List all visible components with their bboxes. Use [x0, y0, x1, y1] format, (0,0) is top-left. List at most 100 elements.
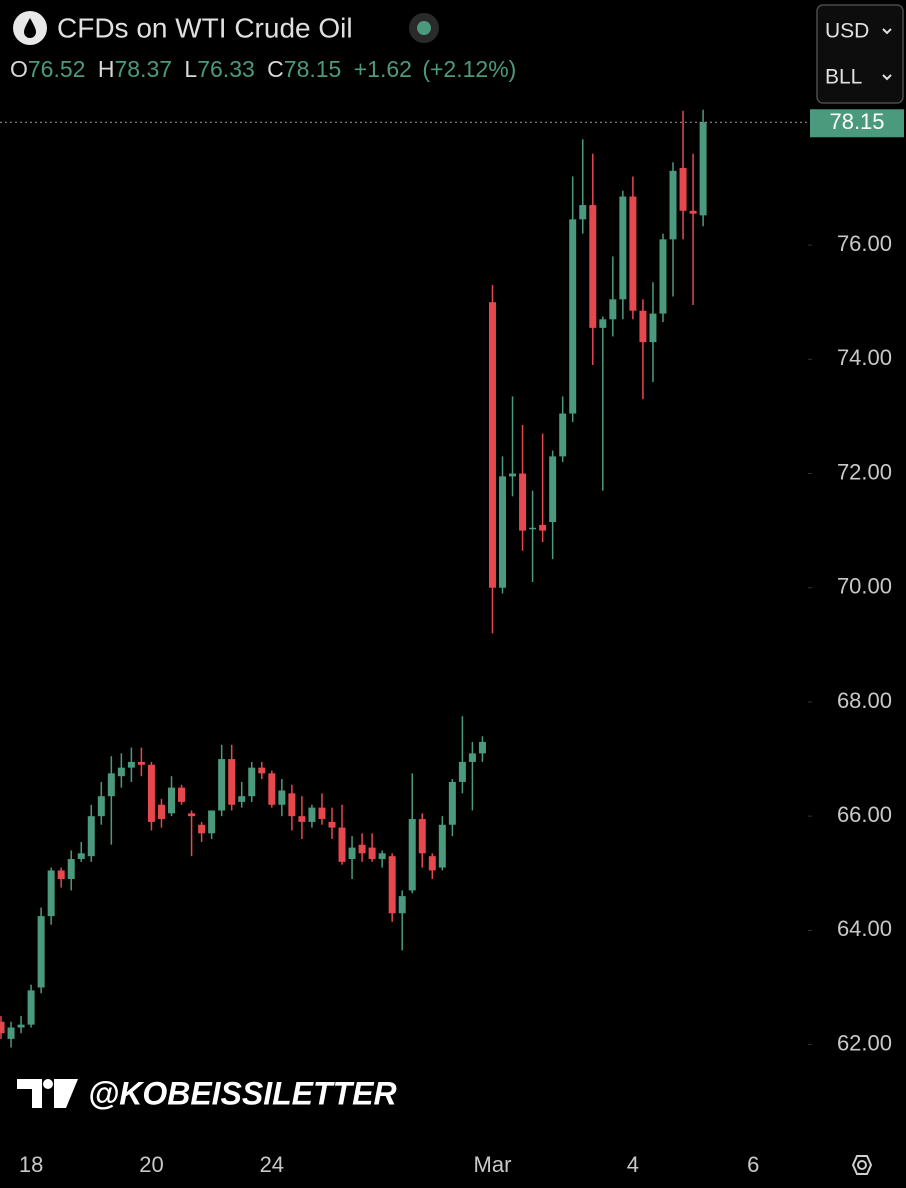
last-price-label: 78.15	[829, 109, 884, 134]
chevron	[882, 28, 892, 35]
candle-body	[488, 302, 496, 588]
candle-body	[208, 810, 216, 834]
candle-body	[147, 764, 155, 822]
currency-button[interactable]: USD	[825, 20, 869, 43]
candle-body	[218, 759, 226, 811]
candle-body	[689, 210, 697, 214]
ohlc-key: C	[267, 56, 284, 82]
candle-body	[549, 456, 557, 523]
candle-body	[188, 813, 196, 817]
candle-body	[519, 473, 527, 531]
unit-selector	[816, 4, 904, 104]
candle-body	[77, 853, 85, 860]
candle-body	[17, 1024, 25, 1028]
candle-body	[328, 821, 336, 828]
candle-body	[107, 773, 115, 797]
candle-body	[248, 767, 256, 797]
ohlc-key: H	[98, 56, 115, 82]
watermark: @KOBEISSILETTER	[88, 1075, 397, 1111]
candle-body	[398, 896, 406, 914]
candle-body	[37, 916, 45, 988]
candle-body	[448, 781, 456, 825]
candle-body	[67, 859, 75, 879]
candle-body	[97, 796, 105, 817]
plot-area: 62.00 64.00 66.00 68.00 70.00 72.00 74.00 76.00…	[0, 109, 904, 1177]
candle-body	[659, 239, 667, 314]
candle-body	[559, 413, 567, 457]
candle-body	[178, 787, 186, 802]
x-tick-label: 24	[260, 1152, 284, 1177]
candle-body	[388, 856, 396, 914]
unit-button[interactable]: BLL	[825, 66, 862, 89]
candle-body	[157, 804, 165, 820]
candle-body	[268, 773, 276, 805]
tv-logo	[17, 1079, 78, 1108]
ohlc-value: 76.33	[197, 56, 255, 82]
candle-body	[509, 473, 517, 477]
chevron	[882, 74, 892, 81]
symbol-title: CFDs on WTI Crude Oil	[57, 12, 353, 43]
candle-body	[238, 796, 246, 802]
candle-body	[569, 219, 577, 414]
candle-body	[579, 205, 587, 220]
candle-body	[428, 856, 436, 871]
candle-body	[298, 816, 306, 822]
candle-body	[168, 787, 176, 814]
candle-body	[408, 819, 416, 891]
candle-body	[358, 844, 366, 854]
candle-body	[649, 313, 657, 343]
candle-body	[27, 990, 35, 1025]
candle-body	[669, 170, 677, 240]
candle-body	[348, 847, 356, 860]
y-tick-label: 72.00	[837, 459, 892, 484]
candle-body	[499, 476, 506, 588]
candle-body	[7, 1027, 15, 1039]
drop-icon	[24, 18, 36, 38]
candle-body	[288, 793, 296, 817]
candle-body	[458, 761, 466, 782]
candle-body	[478, 741, 486, 754]
y-tick-label: 76.00	[837, 231, 892, 256]
candle-body	[438, 824, 446, 868]
candle-body	[619, 196, 627, 300]
candle-body	[258, 767, 266, 774]
candle-body	[368, 847, 376, 860]
candle-body	[468, 753, 476, 762]
last-price-box	[810, 109, 904, 138]
candle-body	[137, 761, 145, 765]
ohlc-value: 76.52	[28, 56, 86, 82]
change-percent: (+2.12%)	[422, 56, 516, 82]
x-tick-label: 20	[139, 1152, 163, 1177]
status-dot	[417, 21, 431, 35]
candle-body	[318, 807, 326, 820]
y-tick-label: 70.00	[837, 574, 892, 599]
candle-body	[228, 759, 236, 805]
candle-body	[629, 196, 637, 311]
candle-body	[418, 819, 426, 854]
x-tick-label: 18	[19, 1152, 43, 1177]
candle-body	[127, 761, 135, 768]
candle-body	[589, 205, 597, 328]
candle-body	[679, 167, 687, 211]
candle-body	[338, 827, 346, 862]
candle-body	[599, 319, 607, 328]
candle-body	[0, 1021, 5, 1034]
candle-body	[278, 790, 286, 805]
ohlc-value: 78.15	[284, 56, 342, 82]
ohlc-key: L	[184, 56, 197, 82]
candle-body	[529, 527, 537, 530]
ohlc-key: O	[10, 56, 28, 82]
candle-body	[378, 853, 386, 860]
y-tick-label: 62.00	[837, 1030, 892, 1055]
candle-body	[57, 870, 65, 879]
candle-body	[639, 310, 647, 343]
x-tick-label: Mar	[474, 1152, 512, 1177]
x-tick-label: 4	[627, 1152, 639, 1177]
candle-body	[699, 122, 707, 216]
candle-body	[308, 807, 316, 822]
candle-body	[609, 299, 617, 320]
settings-button[interactable]	[851, 1155, 873, 1175]
candle-body	[539, 524, 547, 531]
y-tick-label: 68.00	[837, 688, 892, 713]
